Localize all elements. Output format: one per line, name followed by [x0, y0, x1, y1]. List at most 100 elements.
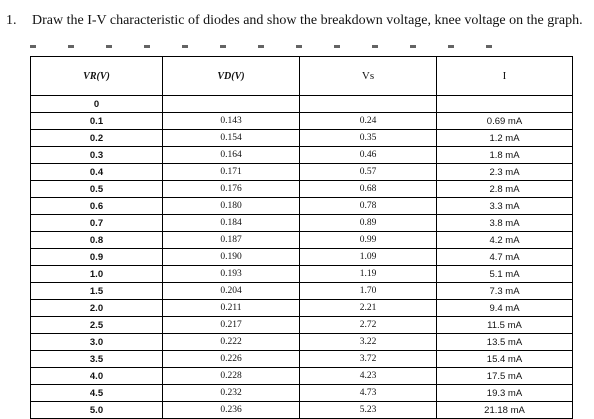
cell-vr: 5.0 [30, 401, 163, 419]
cell-vs: 5.23 [299, 401, 437, 419]
cell-vd: 0.211 [162, 299, 300, 317]
cell-i: 5.1 mA [436, 265, 573, 283]
cell-vd: 0.176 [162, 180, 300, 198]
cell-vr: 0.8 [30, 231, 163, 249]
cell-vr: 1.0 [30, 265, 163, 283]
cell-vr: 0.1 [30, 112, 163, 130]
cell-i: 4.2 mA [436, 231, 573, 249]
table-row: 4.0 0.228 4.23 17.5 mA [30, 367, 573, 385]
table-row: 0.5 0.176 0.68 2.8 mA [30, 180, 573, 198]
cell-vd: 0.171 [162, 163, 300, 181]
table-row: 2.5 0.217 2.72 11.5 mA [30, 316, 573, 334]
cell-vr: 0.2 [30, 129, 163, 147]
cell-vr: 0.7 [30, 214, 163, 232]
table-row: 0.3 0.164 0.46 1.8 mA [30, 146, 573, 164]
table-row: 0.4 0.171 0.57 2.3 mA [30, 163, 573, 181]
cell-vd: 0.232 [162, 384, 300, 402]
cell-vd: 0.143 [162, 112, 300, 130]
cell-vr: 0.6 [30, 197, 163, 215]
cell-vd: 0.204 [162, 282, 300, 300]
cell-vd: 0.228 [162, 367, 300, 385]
cell-vs: 0.35 [299, 129, 437, 147]
cell-vs: 4.23 [299, 367, 437, 385]
table-row: 0.7 0.184 0.89 3.8 mA [30, 214, 573, 232]
cell-i: 21.18 mA [436, 401, 573, 419]
cell-i: 3.3 mA [436, 197, 573, 215]
cell-vd: 0.187 [162, 231, 300, 249]
cell-i: 13.5 mA [436, 333, 573, 351]
cell-vd: 0.190 [162, 248, 300, 266]
cell-vs: 0.99 [299, 231, 437, 249]
cell-vd: 0.236 [162, 401, 300, 419]
table-row: 4.5 0.232 4.73 19.3 mA [30, 384, 573, 402]
cell-vr: 0.5 [30, 180, 163, 198]
cell-vr: 1.5 [30, 282, 163, 300]
cell-vs: 0.24 [299, 112, 437, 130]
table-row: 1.0 0.193 1.19 5.1 mA [30, 265, 573, 283]
header-vs: Vs [299, 56, 437, 96]
cell-vr: 3.5 [30, 350, 163, 368]
cell-i: 9.4 mA [436, 299, 573, 317]
question-item: 1. Draw the I-V characteristic of diodes… [6, 13, 586, 28]
cell-i: 15.4 mA [436, 350, 573, 368]
cell-vd: 0.164 [162, 146, 300, 164]
cell-i: 7.3 mA [436, 282, 573, 300]
cell-vd: 0.154 [162, 129, 300, 147]
cell-vd: 0.193 [162, 265, 300, 283]
table-header-row: VR(V) VD(V) Vs I [30, 56, 573, 96]
cell-vs: 1.09 [299, 248, 437, 266]
table-row: 0 [30, 95, 573, 113]
cell-vs: 3.72 [299, 350, 437, 368]
cell-i: 2.8 mA [436, 180, 573, 198]
cell-vr: 2.0 [30, 299, 163, 317]
cell-vd: 0.226 [162, 350, 300, 368]
table-row: 2.0 0.211 2.21 9.4 mA [30, 299, 573, 317]
cell-vd: 0.217 [162, 316, 300, 334]
cell-vs: 0.57 [299, 163, 437, 181]
cell-i: 1.2 mA [436, 129, 573, 147]
header-vd: VD(V) [162, 56, 300, 96]
cell-i: 0.69 mA [436, 112, 573, 130]
cell-vs [299, 95, 437, 113]
cell-vr: 0.3 [30, 146, 163, 164]
cell-vr: 4.0 [30, 367, 163, 385]
cell-vs: 0.68 [299, 180, 437, 198]
cell-vd [162, 95, 300, 113]
cell-i: 11.5 mA [436, 316, 573, 334]
table-row: 0.2 0.154 0.35 1.2 mA [30, 129, 573, 147]
header-vr: VR(V) [30, 56, 163, 96]
cell-vr: 2.5 [30, 316, 163, 334]
cell-vs: 4.73 [299, 384, 437, 402]
cell-vd: 0.180 [162, 197, 300, 215]
cell-vs: 2.72 [299, 316, 437, 334]
cell-i: 2.3 mA [436, 163, 573, 181]
question-text: Draw the I-V characteristic of diodes an… [32, 13, 583, 28]
table-row: 0.8 0.187 0.99 4.2 mA [30, 231, 573, 249]
cell-vd: 0.222 [162, 333, 300, 351]
cell-vs: 2.21 [299, 299, 437, 317]
table-row: 5.0 0.236 5.23 21.18 mA [30, 401, 573, 419]
clipped-text-line [30, 45, 510, 48]
cell-vs: 3.22 [299, 333, 437, 351]
cell-i: 3.8 mA [436, 214, 573, 232]
iv-data-table: VR(V) VD(V) Vs I 0 0.1 0.143 0.24 0.69 mA 0.2… [30, 56, 573, 419]
cell-vr: 0.4 [30, 163, 163, 181]
cell-vs: 1.19 [299, 265, 437, 283]
cell-vr: 0 [30, 95, 163, 113]
cell-vd: 0.184 [162, 214, 300, 232]
cell-vr: 0.9 [30, 248, 163, 266]
cell-i: 4.7 mA [436, 248, 573, 266]
table-row: 1.5 0.204 1.70 7.3 mA [30, 282, 573, 300]
question-number: 1. [6, 13, 17, 28]
cell-i [436, 95, 573, 113]
table-row: 0.1 0.143 0.24 0.69 mA [30, 112, 573, 130]
cell-i: 1.8 mA [436, 146, 573, 164]
table-row: 3.5 0.226 3.72 15.4 mA [30, 350, 573, 368]
table-row: 0.6 0.180 0.78 3.3 mA [30, 197, 573, 215]
cell-vr: 4.5 [30, 384, 163, 402]
table-row: 0.9 0.190 1.09 4.7 mA [30, 248, 573, 266]
header-i: I [436, 56, 573, 96]
cell-vs: 0.78 [299, 197, 437, 215]
cell-vs: 0.89 [299, 214, 437, 232]
cell-i: 19.3 mA [436, 384, 573, 402]
